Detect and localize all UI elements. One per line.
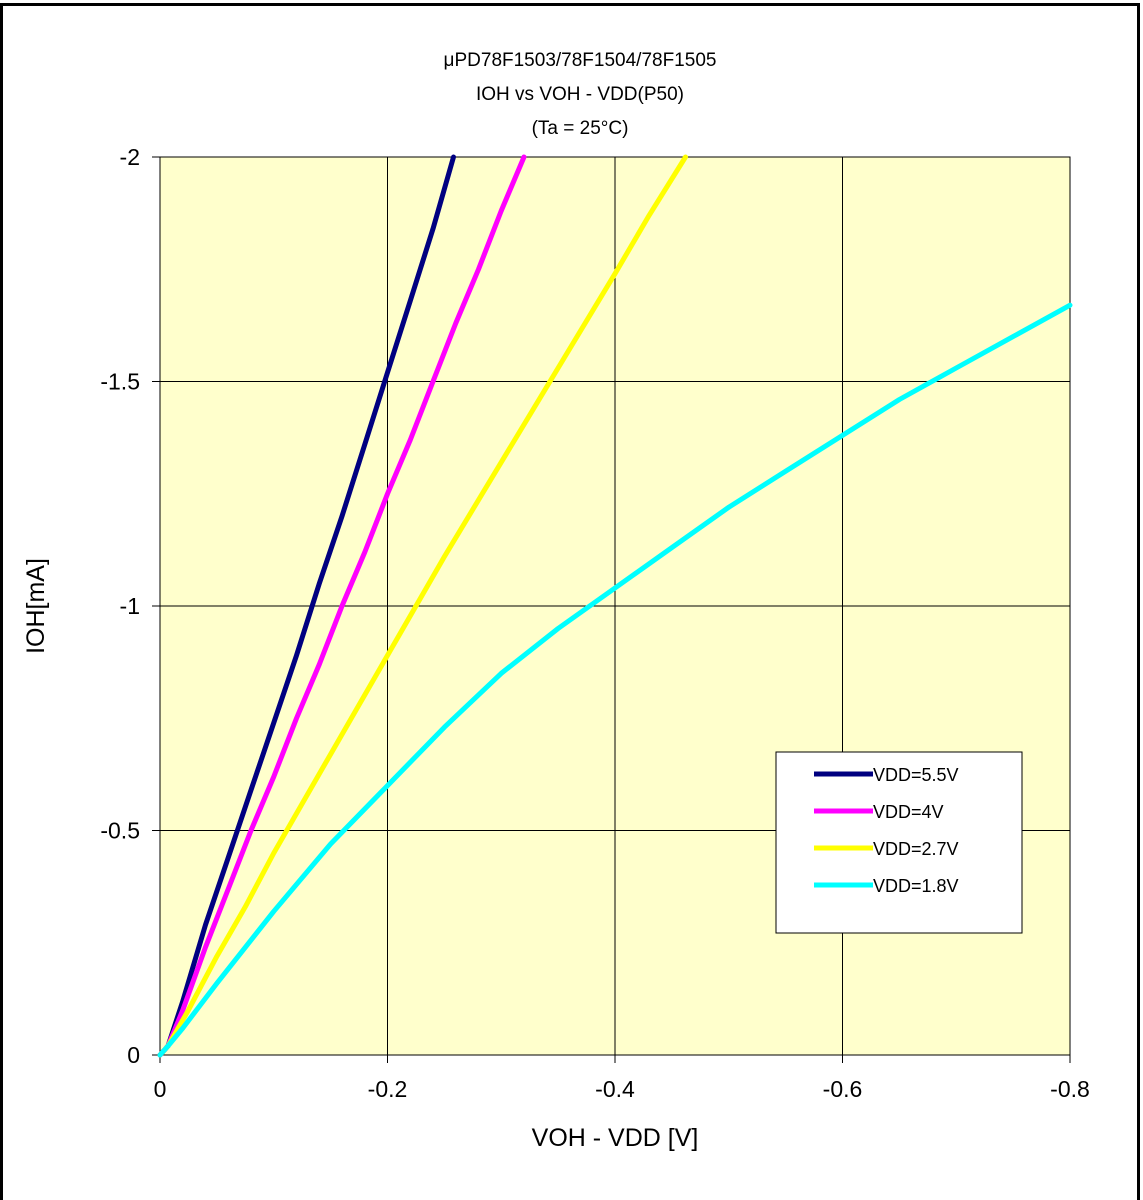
chart-title-line-2: IOH vs VOH - VDD(P50) (476, 84, 684, 105)
y-tick-label: 0 (127, 1042, 140, 1068)
x-tick-label: -0.4 (595, 1076, 635, 1102)
legend: VDD=5.5V VDD=4V VDD=2.7V VDD=1.8V (775, 751, 1023, 934)
series-line-3 (157, 302, 1073, 1058)
legend-label: VDD=4V (873, 802, 944, 822)
series-lines (157, 154, 1073, 1058)
legend-label: VDD=5.5V (873, 765, 959, 785)
chart-frame (0, 3, 1140, 1200)
y-tick-label: -1 (120, 593, 140, 619)
chart-title: μPD78F1503/78F1504/78F1505 IOH vs VOH - … (444, 50, 717, 139)
series-line-0 (157, 154, 456, 1058)
x-tick-label: -0.2 (368, 1076, 408, 1102)
y-axis-title: IOH[mA] (22, 558, 50, 654)
legend-label: VDD=1.8V (873, 876, 959, 896)
x-tick-label: -0.6 (823, 1076, 863, 1102)
chart-title-line-3: (Ta = 25°C) (532, 118, 629, 139)
tick-labels: 0 -0.2 -0.4 -0.6 -0.8 0 -0.5 -1 -1.5 -2 (100, 144, 1089, 1102)
chart-title-line-1: μPD78F1503/78F1504/78F1505 (444, 50, 717, 71)
y-tick-label: -2 (120, 144, 140, 170)
legend-label: VDD=2.7V (873, 839, 959, 859)
series-line-2 (157, 154, 688, 1058)
x-axis-title: VOH - VDD [V] (532, 1124, 699, 1152)
y-tick-label: -1.5 (100, 369, 140, 395)
x-tick-label: -0.8 (1050, 1076, 1090, 1102)
x-tick-label: 0 (154, 1076, 167, 1102)
legend-box (775, 751, 1023, 934)
axes (152, 156, 1071, 1063)
y-tick-label: -0.5 (100, 818, 140, 844)
legend-entries: VDD=5.5V VDD=4V VDD=2.7V VDD=1.8V (814, 765, 959, 896)
series-line-1 (157, 154, 527, 1058)
